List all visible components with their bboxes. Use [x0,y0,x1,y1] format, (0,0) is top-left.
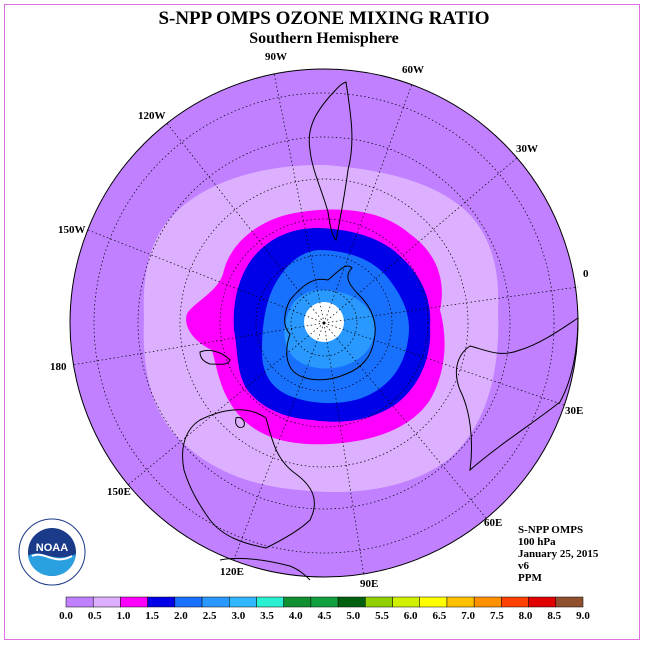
colorbar-tick-label-3: 1.5 [145,610,159,622]
colorbar-swatch-11 [365,596,393,608]
south-america-coast [308,81,353,242]
lon-label-150w: 150W [58,224,86,236]
figure-frame [4,4,640,640]
lon-label-60e: 60E [484,517,502,529]
australia-coast [182,409,315,549]
colorbar-swatch-4 [174,596,203,608]
colorbar-tick-label-11: 5.5 [375,610,389,622]
colorbar-tick-label-18: 9.0 [576,610,590,622]
new-zealand-coast [199,349,231,365]
colorbar-tick-label-9: 4.5 [318,610,332,622]
map-border [69,68,579,578]
colorbar-swatch-1 [92,596,121,608]
colorbar-tick-label-17: 8.5 [547,610,561,622]
lon-label-30e: 30E [565,405,583,417]
lon-label-180: 180 [50,361,67,373]
info-date: January 25, 2015 [518,548,599,560]
colorbar-tick-label-1: 0.5 [88,610,102,622]
colorbar-swatch-12 [392,596,420,608]
lon-label-120e: 120E [220,566,244,578]
colorbar-tick-label-4: 2.0 [174,610,188,622]
colorbar-swatch-10 [337,596,366,608]
colorbar-tick-label-5: 2.5 [203,610,217,622]
map-title: S-NPP OMPS OZONE MIXING RATIO [158,8,490,29]
colorbar-swatch-2 [120,596,148,608]
indonesia-coast [219,557,311,581]
africa-coast [455,317,579,472]
colorbar-tick-label-14: 7.0 [461,610,475,622]
colorbar-swatch-15 [473,596,502,608]
colorbar-tick-label-15: 7.5 [490,610,504,622]
colorbar-swatch-18 [555,596,584,608]
colorbar-swatch-7 [256,596,284,608]
info-instrument: S-NPP OMPS [518,524,584,536]
south-pole-dot [322,321,326,325]
colorbar-swatch-14 [446,596,475,608]
info-version: v6 [518,560,529,572]
coastlines [182,81,579,581]
colorbar-swatch-0 [65,596,94,608]
colorbar-swatch-13 [419,596,448,608]
colorbar-swatch-17 [528,596,557,608]
colorbar-swatch-9 [310,596,339,608]
product-info: S-NPP OMPS 100 hPa January 25, 2015 v6 P… [518,524,598,584]
lon-label-120w: 120W [138,110,166,122]
lon-label-90w: 90W [265,51,287,63]
colorbar-tick-label-12: 6.0 [404,610,418,622]
colorbar-tick-label-13: 6.5 [433,610,447,622]
colorbar-tick-label-6: 3.0 [231,610,245,622]
info-pressure: 100 hPa [518,536,556,548]
colorbar-tick-label-16: 8.0 [519,610,533,622]
noaa-logo-text: NOAA [36,542,68,554]
colorbar: 0.0 0.5 1.0 1.5 2.0 2.5 3.0 3.5 4.0 4.5 5.0 5.5 6.0 6… [59,596,590,622]
colorbar-swatch-6 [229,596,257,608]
colorbar-swatch-5 [201,596,230,608]
lon-label-90e: 90E [360,578,378,590]
info-units: PPM [518,572,542,584]
graticule [71,72,579,577]
noaa-logo: NOAA [18,518,86,586]
colorbar-tick-label-0: 0.0 [59,610,73,622]
antarctica-coast [284,265,376,381]
lon-label-60w: 60W [402,64,424,76]
colorbar-swatch-3 [147,596,176,608]
lon-label-30w: 30W [516,143,538,155]
tasmania-coast [235,417,245,429]
lon-label-0: 0 [583,268,589,280]
colorbar-tick-label-10: 5.0 [346,610,360,622]
colorbar-swatch-16 [501,596,529,608]
colorbar-tick-label-2: 1.0 [117,610,131,622]
lon-label-150e: 150E [107,486,131,498]
colorbar-tick-label-8: 4.0 [289,610,303,622]
colorbar-tick-label-7: 3.5 [260,610,274,622]
colorbar-swatch-8 [283,596,312,608]
map-subtitle: Southern Hemisphere [249,30,399,47]
